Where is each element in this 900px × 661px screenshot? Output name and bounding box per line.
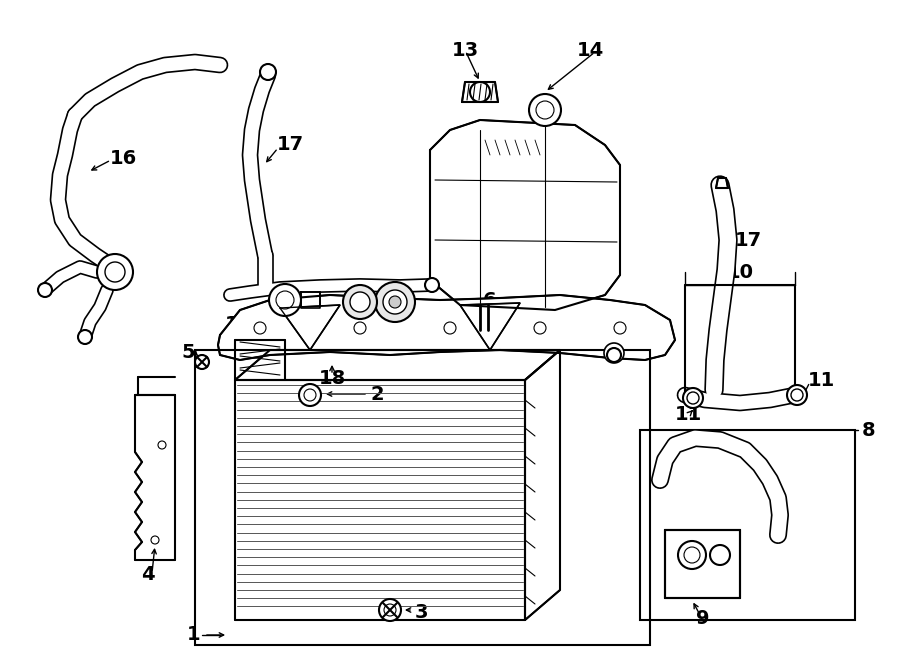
Circle shape xyxy=(195,355,209,369)
Text: 11: 11 xyxy=(808,371,835,389)
Circle shape xyxy=(710,545,730,565)
Circle shape xyxy=(787,385,807,405)
Circle shape xyxy=(97,254,133,290)
Text: 19: 19 xyxy=(382,319,409,338)
Text: 1: 1 xyxy=(186,625,200,644)
Text: 13: 13 xyxy=(452,40,479,59)
Text: 8: 8 xyxy=(862,420,876,440)
Circle shape xyxy=(350,292,370,312)
Text: 2: 2 xyxy=(370,385,383,405)
Text: 16: 16 xyxy=(110,149,137,167)
Circle shape xyxy=(607,348,621,362)
Circle shape xyxy=(425,278,439,292)
Circle shape xyxy=(375,282,415,322)
Polygon shape xyxy=(460,303,520,350)
Polygon shape xyxy=(462,82,498,102)
Text: 17: 17 xyxy=(277,136,304,155)
Polygon shape xyxy=(525,350,560,620)
Circle shape xyxy=(38,283,52,297)
Polygon shape xyxy=(280,305,340,350)
Text: 6: 6 xyxy=(483,290,497,309)
Polygon shape xyxy=(716,178,728,188)
Polygon shape xyxy=(235,380,525,620)
Text: 15: 15 xyxy=(225,315,252,334)
Circle shape xyxy=(604,343,624,363)
Text: 10: 10 xyxy=(726,262,753,282)
Circle shape xyxy=(299,384,321,406)
Bar xyxy=(195,350,650,645)
Text: 7: 7 xyxy=(635,330,649,350)
Polygon shape xyxy=(301,292,320,308)
Text: 9: 9 xyxy=(697,609,710,627)
Bar xyxy=(665,530,740,598)
Text: 11: 11 xyxy=(674,405,702,424)
Text: 4: 4 xyxy=(141,566,155,584)
Text: 20: 20 xyxy=(341,319,368,338)
Text: 17: 17 xyxy=(735,231,762,249)
Text: 5: 5 xyxy=(182,342,195,362)
Polygon shape xyxy=(235,350,560,380)
Circle shape xyxy=(389,296,401,308)
Circle shape xyxy=(343,285,377,319)
Polygon shape xyxy=(430,120,620,310)
Circle shape xyxy=(78,330,92,344)
Circle shape xyxy=(529,94,561,126)
Polygon shape xyxy=(665,530,740,598)
Bar xyxy=(640,430,855,620)
Circle shape xyxy=(379,599,401,621)
Circle shape xyxy=(683,388,703,408)
Circle shape xyxy=(678,541,706,569)
Circle shape xyxy=(383,290,407,314)
Text: 3: 3 xyxy=(415,602,428,621)
Text: 12: 12 xyxy=(491,301,518,319)
Circle shape xyxy=(470,82,490,102)
Polygon shape xyxy=(218,295,675,360)
Circle shape xyxy=(260,64,276,80)
Circle shape xyxy=(269,284,301,316)
Text: 18: 18 xyxy=(319,368,346,387)
Polygon shape xyxy=(135,395,175,560)
Text: 14: 14 xyxy=(576,40,604,59)
